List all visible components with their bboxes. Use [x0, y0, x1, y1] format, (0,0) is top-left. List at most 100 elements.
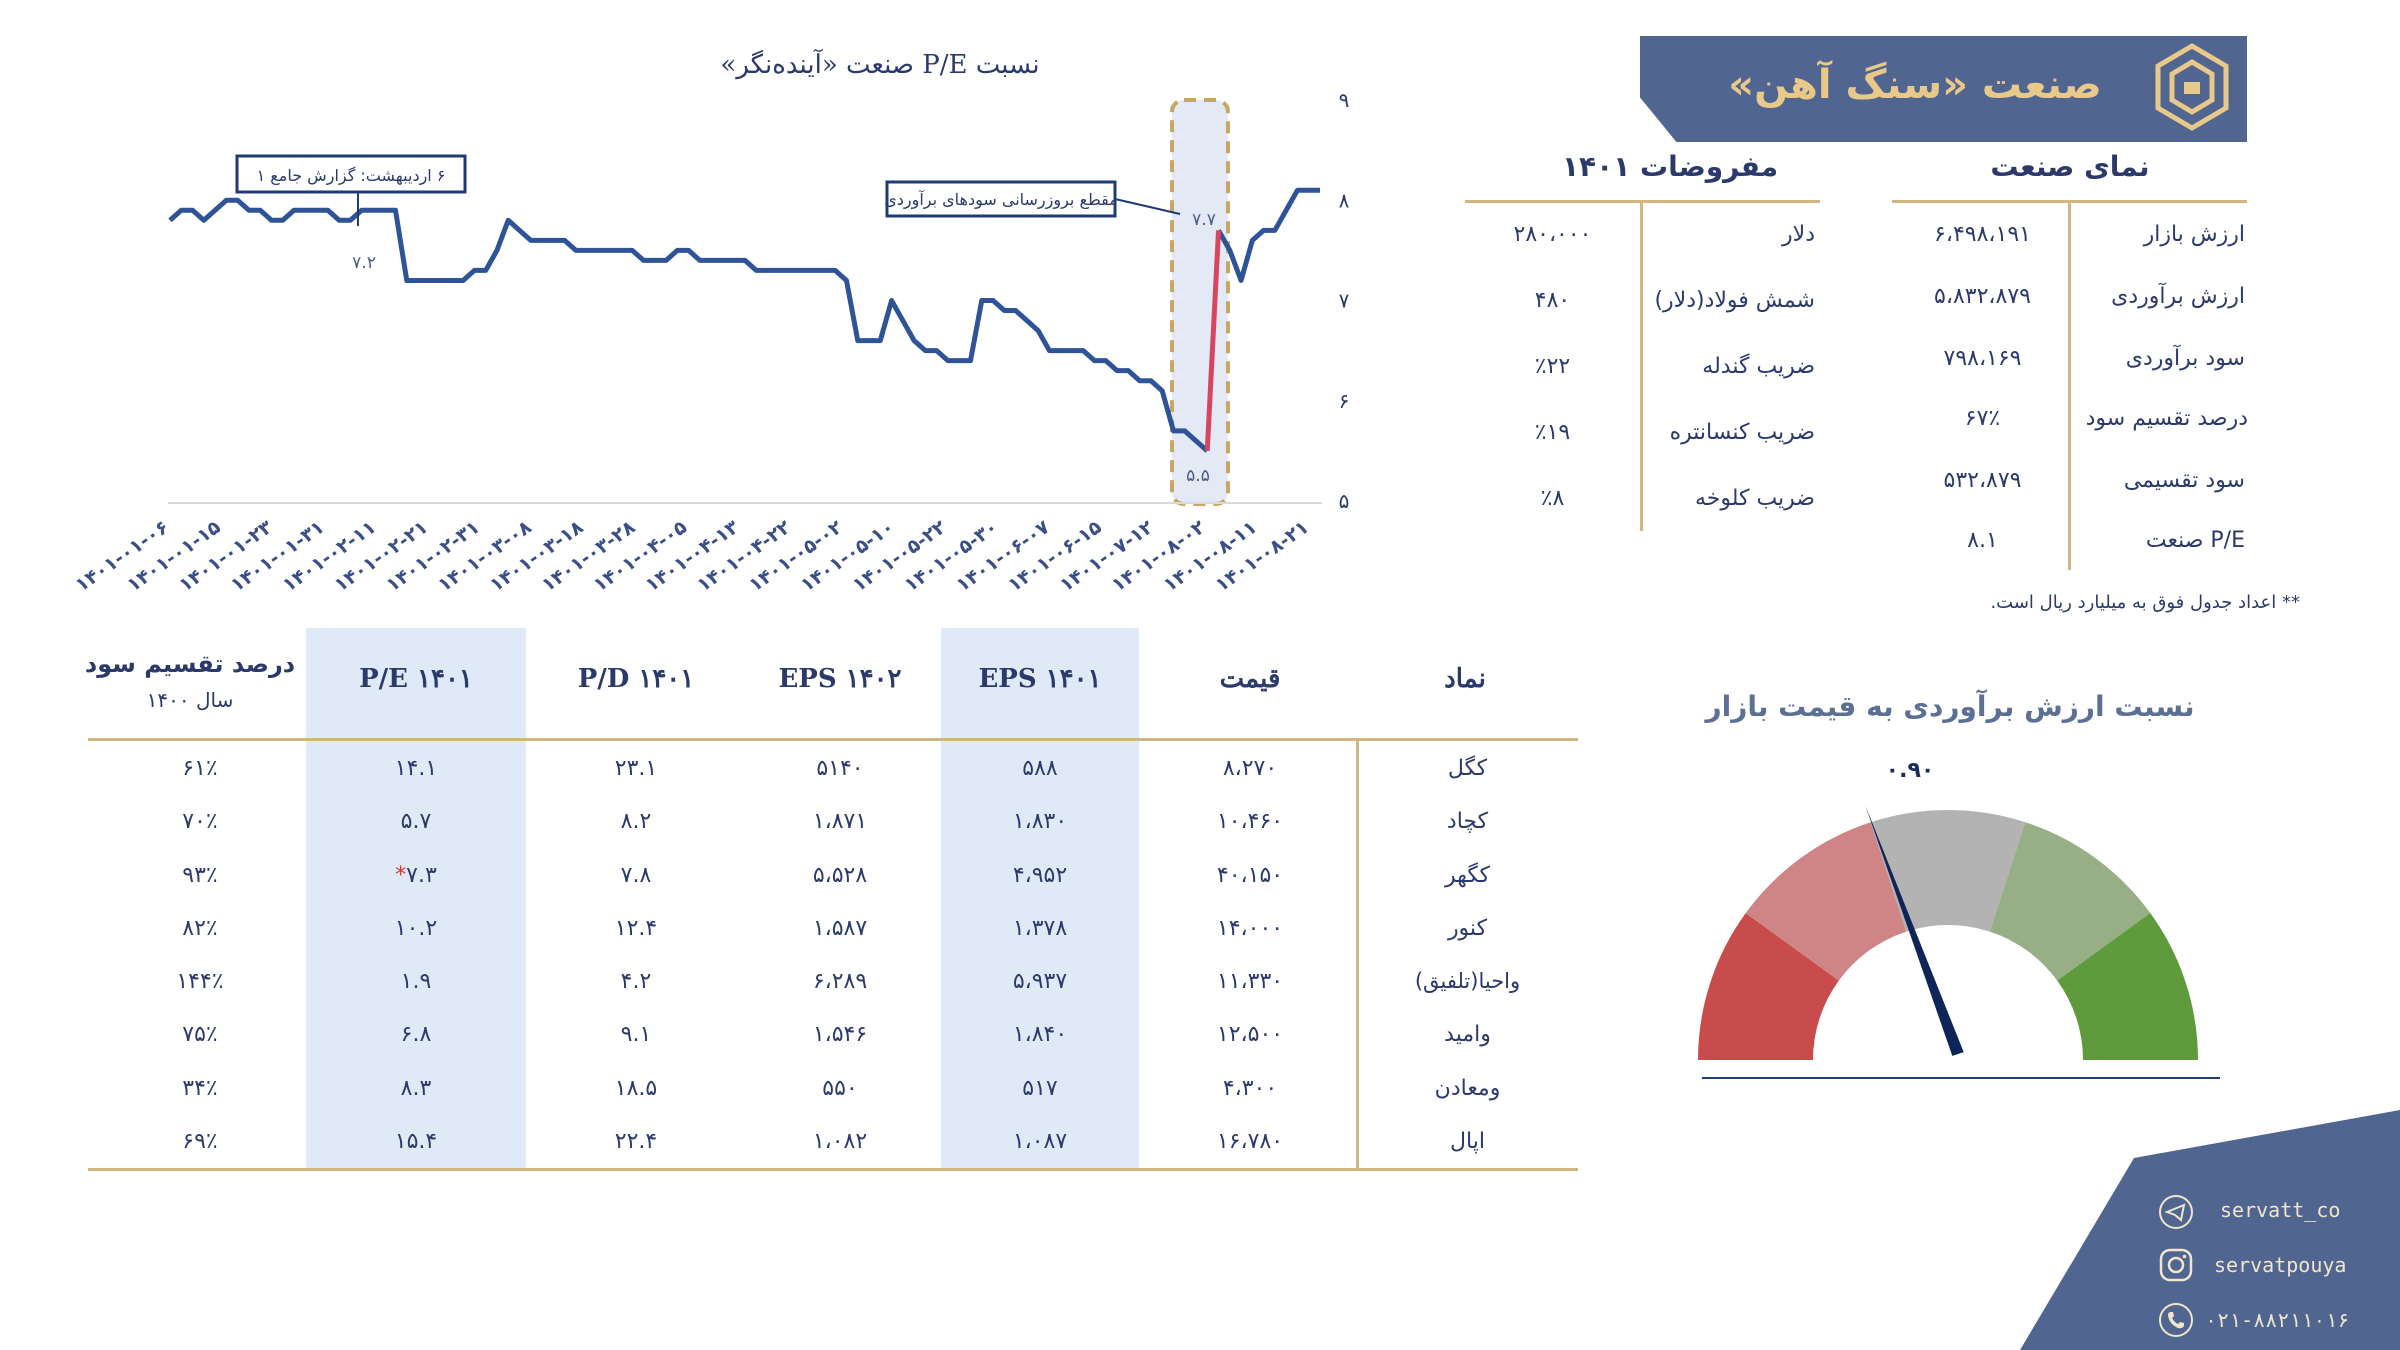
- cell-price: ۱۱،۳۳۰: [1216, 969, 1284, 994]
- cell-dps: ۷۵٪: [182, 1022, 218, 1047]
- gauge-segment: [1745, 822, 1907, 981]
- cell-pe1401: ۱۵.۴: [394, 1129, 438, 1154]
- cell-price: ۱۴،۰۰۰: [1216, 916, 1284, 941]
- cell-pd1401: ۹.۱: [620, 1022, 652, 1047]
- divider: [1892, 200, 2247, 203]
- cell-symbol: واحیا(تلفیق): [1414, 969, 1521, 993]
- telegram-icon[interactable]: [2158, 1194, 2194, 1230]
- series-line: [168, 197, 1209, 453]
- cell-symbol: کگل: [1447, 756, 1488, 781]
- header-dps-year: سال ۱۴۰۰: [146, 688, 234, 712]
- cell-dps: ۱۴۴٪: [176, 969, 224, 994]
- cell-pe1401-value: ۷.۳: [406, 863, 437, 888]
- y-tick-label: ۸: [1339, 188, 1350, 212]
- header-eps1401: EPS ۱۴۰۱: [978, 664, 1102, 694]
- cell-price: ۴۰،۱۵۰: [1216, 863, 1284, 888]
- page-title: صنعت «سنگ آهن»: [1728, 62, 2102, 108]
- update-jump-line: [1204, 230, 1222, 452]
- industry-value: ۶۷٪: [1964, 406, 2001, 431]
- assumption-label: دلار: [1782, 222, 1815, 247]
- industry-label: سود برآوردی: [2125, 346, 2245, 371]
- cell-eps1401: ۵۸۸: [1022, 756, 1058, 781]
- gauge-segment: [1870, 810, 2026, 932]
- phone-number[interactable]: ۰۲۱-۸۸۲۱۱۰۱۶: [2205, 1308, 2350, 1332]
- header-pd1401: P/D ۱۴۰۱: [577, 664, 695, 694]
- cell-pe1401: ۱۰.۲: [394, 916, 438, 941]
- gauge-segment: [2057, 913, 2198, 1060]
- cell-dps: ۸۲٪: [182, 916, 218, 941]
- cell-eps1402: ۱،۸۷۱: [812, 809, 868, 834]
- eps1401-column-highlight: [941, 628, 1139, 1168]
- telegram-handle[interactable]: servatt_co: [2220, 1198, 2341, 1222]
- cell-pd1401: ۲۲.۴: [614, 1129, 658, 1154]
- cell-pd1401: ۲۳.۱: [614, 756, 658, 781]
- cell-pd1401: ۱۲.۴: [614, 916, 658, 941]
- gauge-segment: [1698, 913, 1839, 1060]
- cell-eps1402: ۵،۵۲۸: [812, 863, 868, 888]
- cell-eps1401: ۱،۸۴۰: [1012, 1022, 1068, 1047]
- data-label: ۷.۷: [1192, 210, 1216, 230]
- phone-icon[interactable]: [2158, 1302, 2194, 1338]
- header-symbol: نماد: [1444, 664, 1486, 694]
- cell-symbol: ومعادن: [1434, 1076, 1501, 1101]
- pe-column-highlight: [306, 628, 526, 1168]
- cell-eps1402: ۵۱۴۰: [816, 756, 864, 781]
- cell-dps: ۶۱٪: [182, 756, 218, 781]
- table-bottom-rule: [88, 1168, 1578, 1171]
- assumption-label: ضریب کلوخه: [1694, 486, 1815, 511]
- cell-pe1401: ۶.۸: [400, 1022, 432, 1047]
- cell-pe1401: ۱۴.۱: [394, 756, 438, 781]
- cell-pe1401: ۱.۹: [400, 969, 432, 994]
- cell-pe1401: ۸.۳: [400, 1076, 432, 1101]
- annotation-text: ۶ اردیبهشت: گزارش جامع ۱: [257, 166, 446, 186]
- cell-eps1401: ۵،۹۳۷: [1012, 969, 1068, 994]
- header-dps: درصد تقسیم سود: [84, 650, 296, 678]
- header-pe1401: P/E ۱۴۰۱: [359, 664, 473, 694]
- cell-eps1402: ۱،۵۴۶: [812, 1022, 868, 1047]
- chart-title: نسبت P/E صنعت «آینده‌نگر»: [720, 48, 1039, 80]
- industry-value: ۵،۸۳۲،۸۷۹: [1934, 284, 2031, 309]
- assumption-value: ٪۸: [1540, 486, 1565, 511]
- gauge-title: نسبت ارزش برآوردی به قیمت بازار: [1705, 690, 2195, 723]
- cell-dps: ۳۴٪: [182, 1076, 218, 1101]
- cell-price: ۱۲،۵۰۰: [1216, 1022, 1284, 1047]
- cell-price: ۴،۳۰۰: [1222, 1076, 1278, 1101]
- cell-eps1401: ۱،۸۳۰: [1012, 809, 1068, 834]
- y-tick-label: ۹: [1339, 88, 1350, 112]
- cell-symbol: کگهر: [1445, 863, 1490, 888]
- assumption-value: ٪۲۲: [1534, 354, 1571, 379]
- cell-pd1401: ۴.۲: [620, 969, 652, 994]
- assumptions-title: مفروضات ۱۴۰۱: [1561, 150, 1779, 183]
- series-line: [1216, 187, 1320, 283]
- assumption-value: ۲۸۰،۰۰۰: [1513, 222, 1592, 247]
- cell-eps1402: ۶،۲۸۹: [812, 969, 868, 994]
- cell-symbol: وامید: [1444, 1022, 1491, 1047]
- cell-eps1401: ۱،۰۸۷: [1012, 1129, 1068, 1154]
- industry-value: ۸.۱: [1967, 528, 1998, 553]
- cell-price: ۱۰،۴۶۰: [1216, 809, 1284, 834]
- cell-symbol: کچاد: [1446, 809, 1489, 834]
- cell-pd1401: ۷.۸: [620, 863, 652, 888]
- cell-price: ۸،۲۷۰: [1222, 756, 1278, 781]
- assumption-label: شمش فولاد(دلار): [1654, 288, 1815, 313]
- industry-label: سود تقسیمی: [2123, 468, 2245, 493]
- y-tick-label: ۶: [1339, 389, 1350, 413]
- cell-eps1402: ۱،۰۸۲: [812, 1129, 868, 1154]
- assumption-value: ٪۱۹: [1534, 420, 1571, 445]
- divider: [1640, 203, 1643, 531]
- assumption-value: ۴۸۰: [1534, 288, 1571, 313]
- instagram-handle[interactable]: servatpouya: [2214, 1253, 2347, 1277]
- divider: [2068, 203, 2071, 570]
- cell-symbol: اپال: [1450, 1129, 1485, 1154]
- industry-label: درصد تقسیم سود: [2085, 406, 2248, 431]
- cell-dps: ۶۹٪: [182, 1129, 218, 1154]
- table-divider: [1356, 741, 1359, 1168]
- cell-pe1401: ۵.۷: [400, 809, 432, 834]
- assumption-label: ضریب گندله: [1702, 354, 1815, 379]
- cell-price: ۱۶،۷۸۰: [1216, 1129, 1284, 1154]
- cell-pe1401: *۷.۳: [306, 863, 526, 888]
- instagram-icon[interactable]: [2158, 1247, 2194, 1283]
- industry-value: ۵۳۲،۸۷۹: [1943, 468, 2022, 493]
- cell-eps1402: ۵۵۰: [822, 1076, 858, 1101]
